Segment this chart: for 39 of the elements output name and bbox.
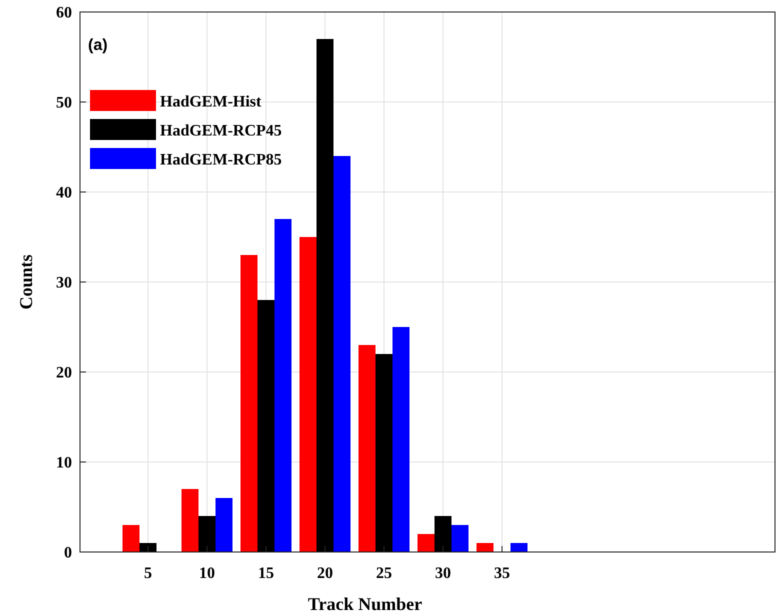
bar	[240, 255, 258, 552]
y-tick-label: 0	[64, 544, 72, 562]
bar	[376, 354, 392, 552]
bar	[510, 543, 528, 552]
bar	[392, 327, 410, 552]
x-tick-label: 25	[376, 565, 392, 582]
y-tick-label: 50	[56, 94, 72, 112]
legend-label: HadGEM-RCP45	[160, 122, 282, 140]
bar	[274, 219, 292, 552]
bar	[434, 516, 452, 552]
bar	[476, 543, 494, 552]
y-tick-label: 30	[56, 274, 72, 292]
bar	[316, 39, 334, 552]
legend-label: HadGEM-Hist	[160, 94, 262, 111]
bar	[418, 534, 434, 552]
bar	[182, 489, 198, 552]
y-axis-title: Counts	[16, 254, 36, 310]
y-tick-label: 40	[56, 184, 72, 202]
bar	[198, 516, 216, 552]
x-tick-label: 10	[199, 565, 215, 582]
bar	[358, 345, 376, 552]
bar	[258, 300, 274, 552]
legend-label: HadGEM-RCP85	[160, 152, 282, 169]
bar	[216, 498, 232, 552]
bar	[122, 525, 140, 552]
y-tick-label: 60	[56, 4, 72, 22]
x-tick-label: 5	[144, 565, 152, 582]
bar	[140, 543, 156, 552]
x-axis-title: Track Number	[308, 594, 422, 614]
x-tick-label: 15	[258, 565, 274, 582]
y-tick-label: 20	[56, 364, 72, 382]
x-tick-label: 35	[494, 565, 510, 582]
bar	[452, 525, 468, 552]
bar	[334, 156, 350, 552]
y-tick-label: 10	[56, 454, 72, 472]
text: (a)	[88, 37, 108, 54]
x-tick-label: 30	[435, 565, 451, 582]
x-tick-label: 20	[317, 565, 333, 582]
bar	[300, 237, 316, 552]
